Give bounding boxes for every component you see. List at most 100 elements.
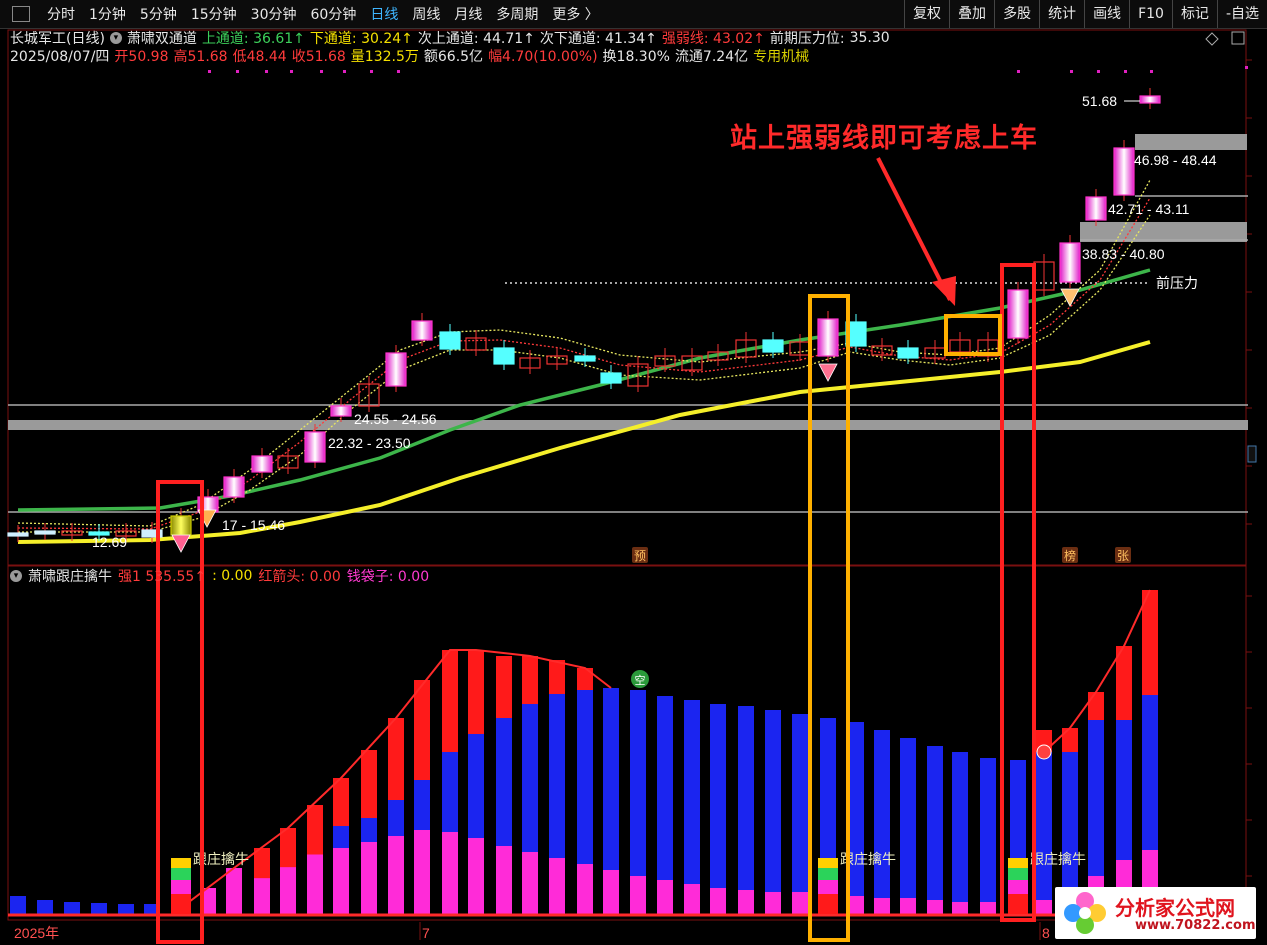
bar-magenta bbox=[684, 884, 700, 915]
price-label-zone1: 46.98 - 48.44 bbox=[1134, 152, 1217, 168]
bar-red bbox=[442, 650, 458, 752]
bar-blue bbox=[874, 730, 890, 915]
candle-4 bbox=[115, 530, 137, 537]
candle-27 bbox=[735, 339, 757, 358]
candle-12 bbox=[330, 405, 352, 417]
period-tab-15min[interactable]: 15分钟 bbox=[190, 7, 237, 23]
signal-dot bbox=[1070, 70, 1073, 73]
signal-stack-2-magenta bbox=[818, 880, 838, 894]
candle-6 bbox=[170, 515, 192, 536]
second-upper-value: 次上通道: 44.71↑ bbox=[417, 31, 535, 47]
quote-sector-tag[interactable]: 专用机械 bbox=[753, 49, 810, 65]
signal-stack-1-green bbox=[171, 868, 191, 880]
period-tab-5min[interactable]: 5分钟 bbox=[139, 7, 177, 23]
period-tab-daily[interactable]: 日线 bbox=[370, 7, 399, 23]
period-tab-weekly[interactable]: 周线 bbox=[412, 7, 441, 23]
candle-1 bbox=[34, 530, 56, 535]
tool-mark-button[interactable]: 标记 bbox=[1171, 0, 1217, 28]
tool-watchlist-button[interactable]: -自选 bbox=[1216, 0, 1267, 28]
signal-stack-2-red bbox=[818, 894, 838, 914]
green-ma-line bbox=[17, 268, 1151, 512]
signal-dot bbox=[208, 70, 211, 73]
prior-pressure-label: 前期压力位: bbox=[769, 31, 845, 47]
bang-marker-bg bbox=[1062, 547, 1078, 563]
bar-red bbox=[549, 660, 565, 694]
flower-logo-icon bbox=[1064, 892, 1106, 934]
window-icon[interactable] bbox=[12, 6, 30, 22]
bang-marker: 榜 bbox=[1064, 548, 1076, 563]
signal-stack-3-magenta bbox=[1008, 880, 1028, 894]
collapse-icon-2[interactable]: ▾ bbox=[10, 570, 22, 582]
candle-3 bbox=[88, 531, 110, 536]
signal-stack-1-red bbox=[171, 894, 191, 914]
bar-blue bbox=[738, 706, 754, 915]
tool-overlay-button[interactable]: 叠加 bbox=[949, 0, 994, 28]
annotation-text: 站上强弱线即可考虑上车 bbox=[730, 123, 1038, 154]
indicator-name[interactable]: 萧啸双通道 bbox=[126, 31, 197, 47]
lower-channel-dotted-line bbox=[18, 214, 1151, 533]
price-label-zone7: 12.69 bbox=[92, 534, 127, 550]
period-tab-monthly[interactable]: 月线 bbox=[454, 7, 483, 23]
candle-2 bbox=[61, 530, 83, 536]
bar-red bbox=[577, 668, 593, 690]
highlight-box-red-2 bbox=[1000, 263, 1036, 922]
candle-13 bbox=[358, 383, 380, 407]
quote-close: 收51.68 bbox=[291, 49, 346, 65]
signal-stack-1-magenta bbox=[171, 880, 191, 894]
candle-26 bbox=[707, 351, 729, 361]
bar-blue bbox=[91, 903, 107, 915]
price-label-zone3: 38.83 - 40.80 bbox=[1082, 246, 1165, 262]
tool-fuquan-button[interactable]: 复权 bbox=[904, 0, 949, 28]
quote-date: 2025/08/07/四 bbox=[10, 49, 110, 65]
second-lower-value: 次下通道: 41.34↑ bbox=[539, 31, 657, 47]
pressure-zone bbox=[8, 420, 1248, 430]
bar-blue bbox=[630, 690, 646, 915]
period-tab-1min[interactable]: 1分钟 bbox=[89, 7, 126, 23]
bar-magenta bbox=[333, 848, 349, 915]
quote-turnover: 换18.30% bbox=[602, 49, 670, 65]
bar-red bbox=[1116, 646, 1132, 720]
candle-10 bbox=[277, 455, 299, 469]
tool-draw-button[interactable]: 画线 bbox=[1084, 0, 1129, 28]
candle-25 bbox=[681, 355, 703, 371]
kong-badge: 空 bbox=[635, 673, 646, 687]
bar-red bbox=[1088, 692, 1104, 720]
period-tab-30min[interactable]: 30分钟 bbox=[250, 7, 297, 23]
watermark-url: www.70822.com bbox=[1135, 918, 1256, 933]
bar-magenta bbox=[738, 890, 754, 915]
diamond-signal-icon bbox=[1060, 288, 1080, 307]
indicator2-name[interactable]: 萧啸跟庄擒牛 bbox=[28, 569, 112, 585]
candle-39 bbox=[1059, 242, 1081, 283]
bar-blue bbox=[603, 688, 619, 915]
candlestick-series bbox=[7, 88, 1161, 543]
stock-title[interactable]: 长城军工(日线) bbox=[10, 31, 105, 47]
period-tab-fenshi[interactable]: 分时 bbox=[47, 7, 75, 23]
period-tab-more[interactable]: 更多 〉 bbox=[552, 7, 599, 23]
bar-magenta bbox=[1036, 900, 1052, 915]
bar-red bbox=[1062, 728, 1078, 752]
indicator2-money-bag: 钱袋子: 0.00 bbox=[346, 569, 430, 585]
zhang-marker-bg bbox=[1115, 547, 1131, 563]
candle-32 bbox=[871, 345, 893, 356]
candle-41 bbox=[1113, 147, 1135, 196]
diamond-signal-icon bbox=[818, 363, 838, 382]
tool-multistock-button[interactable]: 多股 bbox=[994, 0, 1039, 28]
period-tab-60min[interactable]: 60分钟 bbox=[310, 7, 357, 23]
signal-stack-3-red bbox=[1008, 894, 1028, 914]
tool-f10-button[interactable]: F10 bbox=[1129, 0, 1172, 28]
highlight-box-orange bbox=[808, 294, 850, 942]
signal-stack-3-green bbox=[1008, 868, 1028, 880]
signal-dot bbox=[397, 70, 400, 73]
diamond-toggle-icon bbox=[1205, 32, 1219, 46]
collapse-icon[interactable]: ▾ bbox=[109, 32, 122, 44]
tool-stats-button[interactable]: 统计 bbox=[1039, 0, 1084, 28]
quote-low: 低48.44 bbox=[232, 49, 287, 65]
zhang-marker: 张 bbox=[1117, 549, 1129, 563]
bar-magenta bbox=[952, 902, 968, 915]
quote-float: 流通7.24亿 bbox=[674, 49, 749, 65]
bar-magenta bbox=[414, 830, 430, 915]
bar-magenta bbox=[496, 846, 512, 915]
period-tab-multi[interactable]: 多周期 bbox=[496, 7, 539, 23]
signal-dot bbox=[1124, 70, 1127, 73]
